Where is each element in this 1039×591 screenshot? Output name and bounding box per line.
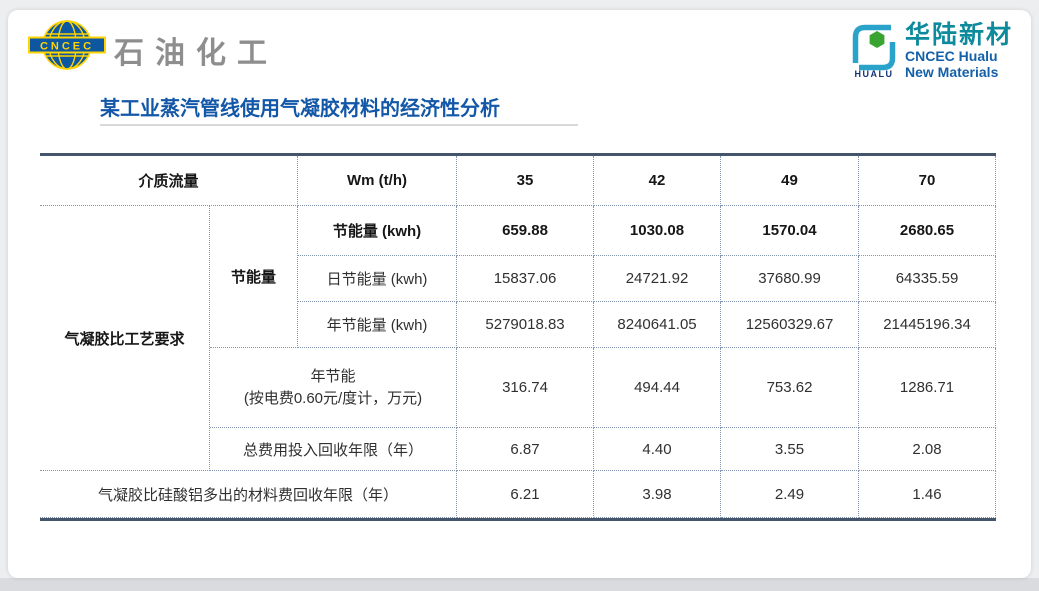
energy-group-cell: 节能量 — [210, 206, 299, 348]
value-cell: 2.08 — [859, 428, 997, 471]
daily-saving-label-cell: 日节能量 (kwh) — [298, 256, 458, 302]
value-cell: 6.87 — [457, 428, 595, 471]
page-title: 某工业蒸汽管线使用气凝胶材料的经济性分析 — [100, 98, 500, 120]
dept-title: 石油化工 — [114, 36, 278, 71]
hualu-cn-name: 华陆新材 — [904, 21, 1013, 49]
value-cell: 8240641.05 — [594, 302, 722, 348]
hualu-mark-icon: HUALU — [852, 24, 896, 78]
flow-value-cell: 49 — [721, 156, 860, 206]
value-cell: 1.46 — [859, 471, 997, 518]
title-underline — [100, 124, 578, 126]
value-cell: 494.44 — [594, 348, 722, 428]
hualu-icon-text: HUALU — [854, 69, 893, 78]
economic-analysis-table: 介质流量 Wm (t/h) 35 42 49 70 气凝胶比工艺要求 节能量 节… — [40, 153, 997, 521]
group-label-cell: 气凝胶比工艺要求 — [40, 206, 210, 471]
cncec-globe-logo: CNCEC — [28, 20, 106, 70]
media-flow-label-cell: 介质流量 — [40, 156, 299, 206]
value-cell: 64335.59 — [859, 256, 997, 302]
value-cell: 21445196.34 — [859, 302, 997, 348]
value-cell: 659.88 — [457, 206, 595, 256]
flow-unit-cell: Wm (t/h) — [298, 156, 458, 206]
flow-value-cell: 42 — [594, 156, 722, 206]
value-cell: 1570.04 — [721, 206, 860, 256]
hualu-logo: HUALU 华陆新材 CNCEC Hualu New Materials — [850, 22, 1013, 80]
label-line1: 年节能 — [310, 367, 356, 385]
value-cell: 1286.71 — [859, 348, 997, 428]
bottom-edge-strip — [0, 578, 1039, 591]
value-cell: 6.21 — [457, 471, 595, 518]
energy-saving-label-cell: 节能量 (kwh) — [298, 206, 458, 256]
value-cell: 753.62 — [721, 348, 860, 428]
value-cell: 316.74 — [457, 348, 595, 428]
value-cell: 1030.08 — [594, 206, 722, 256]
label-line2: (按电费0.60元/度计，万元) — [243, 389, 423, 407]
slide: CNCEC 石油化工 HUALU 华陆新材 CNCEC Hualu New Ma… — [8, 10, 1031, 578]
value-cell: 3.55 — [721, 428, 860, 471]
value-cell: 37680.99 — [721, 256, 860, 302]
yearly-saving-label-cell: 年节能量 (kwh) — [298, 302, 458, 348]
value-cell: 4.40 — [594, 428, 722, 471]
value-cell: 5279018.83 — [457, 302, 595, 348]
value-cell: 3.98 — [594, 471, 722, 518]
value-cell: 2680.65 — [859, 206, 997, 256]
value-cell: 15837.06 — [457, 256, 595, 302]
payback-material-label-cell: 气凝胶比硅酸铝多出的材料费回收年限（年） — [40, 471, 458, 518]
hualu-en-line1: CNCEC Hualu — [904, 48, 998, 64]
flow-value-cell: 70 — [859, 156, 997, 206]
yearly-saving-cost-label-cell: 年节能 (按电费0.60元/度计，万元) — [210, 348, 458, 428]
hualu-en-line2: New Materials — [904, 64, 999, 80]
payback-total-label-cell: 总费用投入回收年限（年） — [210, 428, 458, 471]
value-cell: 24721.92 — [594, 256, 722, 302]
flow-value-cell: 35 — [457, 156, 595, 206]
cncec-banner-text: CNCEC — [40, 41, 94, 53]
value-cell: 2.49 — [721, 471, 860, 518]
value-cell: 12560329.67 — [721, 302, 860, 348]
